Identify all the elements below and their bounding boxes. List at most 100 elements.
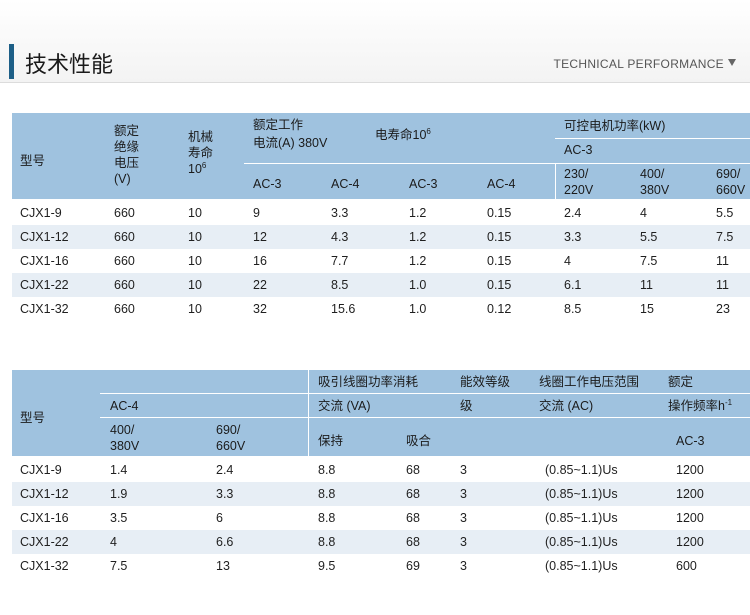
cell-insulation: 660	[114, 206, 135, 220]
triangle-down-icon	[728, 59, 736, 66]
cell-life-ac4: 0.15	[487, 278, 512, 292]
cell-p400: 5.5	[640, 230, 658, 244]
header-life-ac4: AC-4	[487, 177, 516, 191]
cell-model: CJX1-22	[20, 535, 69, 549]
header-efficiency: 能效等级	[460, 375, 511, 389]
cell-model: CJX1-12	[20, 487, 69, 501]
cell-p230: 2.4	[564, 206, 582, 220]
header-frequency-1: 额定	[668, 375, 694, 389]
cell-insulation: 660	[114, 278, 135, 292]
cell-frequency: 1200	[676, 463, 704, 477]
cell-coil-voltage: (0.85~1.1)Us	[545, 487, 618, 501]
cell-p400: 7.5	[110, 559, 128, 573]
spec-table-1: 型号 额定 绝缘 电压 (V) 机械 寿命 106 额定工作 电流(A) 380…	[12, 113, 750, 323]
cell-frequency: 1200	[676, 487, 704, 501]
header-model: 型号	[20, 411, 46, 425]
cell-mech-life: 10	[188, 302, 202, 316]
header-insulation-2: 绝缘	[114, 140, 140, 154]
table-row: CJX1-22 4 6.6 8.8 68 3 (0.85~1.1)Us 1200	[12, 530, 750, 554]
table-row: CJX1-16 660 10 16 7.7 1.2 0.15 4 7.5 11	[12, 249, 750, 273]
header-model: 型号	[20, 154, 46, 168]
spec-table-2: 型号 AC-4 400/ 380V 690/ 660V 吸引线圈功率消耗 交流 …	[12, 370, 750, 580]
cell-model: CJX1-12	[20, 230, 69, 244]
cell-cur-ac3: 22	[253, 278, 267, 292]
header-pull: 吸合	[406, 434, 432, 448]
cell-p400: 1.4	[110, 463, 128, 477]
cell-p690: 2.4	[216, 463, 234, 477]
table-row: CJX1-22 660 10 22 8.5 1.0 0.15 6.1 11 11	[12, 273, 750, 297]
cell-mech-life: 10	[188, 254, 202, 268]
cell-cur-ac3: 9	[253, 206, 260, 220]
cell-p400: 4	[110, 535, 117, 549]
header-p690-1: 690/	[216, 423, 241, 437]
cell-pull: 68	[406, 511, 420, 525]
section-subtitle: TECHNICAL PERFORMANCE	[553, 57, 724, 71]
cell-p400: 7.5	[640, 254, 658, 268]
cell-model: CJX1-9	[20, 206, 62, 220]
cell-p690: 11	[716, 278, 729, 292]
table-row: CJX1-32 660 10 32 15.6 1.0 0.12 8.5 15 2…	[12, 297, 750, 321]
cell-p230: 4	[564, 254, 571, 268]
cell-p400: 15	[640, 302, 654, 316]
cell-hold: 8.8	[318, 535, 336, 549]
cell-hold: 9.5	[318, 559, 336, 573]
header-insulation-1: 额定	[114, 124, 140, 138]
cell-pull: 69	[406, 559, 420, 573]
cell-life-ac4: 0.15	[487, 206, 512, 220]
table-row: CJX1-12 660 10 12 4.3 1.2 0.15 3.3 5.5 7…	[12, 225, 750, 249]
cell-model: CJX1-16	[20, 254, 69, 268]
table-row: CJX1-12 1.9 3.3 8.8 68 3 (0.85~1.1)Us 12…	[12, 482, 750, 506]
cell-life-ac4: 0.12	[487, 302, 512, 316]
header-frequency-2: 操作频率h-1	[668, 397, 733, 413]
header-p230-2: 220V	[564, 183, 594, 197]
header-rated-current-1: 额定工作	[253, 118, 304, 132]
header-efficiency-sub: 级	[460, 399, 473, 413]
cell-efficiency: 3	[460, 487, 467, 501]
cell-coil-voltage: (0.85~1.1)Us	[545, 463, 618, 477]
cell-mech-life: 10	[188, 278, 202, 292]
section-header: 技术性能 TECHNICAL PERFORMANCE	[0, 0, 750, 83]
table-row: CJX1-9 1.4 2.4 8.8 68 3 (0.85~1.1)Us 120…	[12, 458, 750, 482]
cell-p690: 13	[216, 559, 230, 573]
header-ac4: AC-4	[110, 399, 139, 413]
section-title: 技术性能	[25, 53, 114, 78]
cell-cur-ac4: 7.7	[331, 254, 349, 268]
header-p230-1: 230/	[564, 167, 589, 181]
cell-p690: 6	[216, 511, 223, 525]
header-p690-2: 660V	[216, 439, 246, 453]
header-p400-2: 380V	[110, 439, 140, 453]
header-mech-life-2: 寿命	[188, 146, 214, 160]
header-p400-1: 400/	[110, 423, 135, 437]
header-motor-power-sub: AC-3	[564, 143, 593, 157]
cell-p230: 8.5	[564, 302, 582, 316]
header-p400-1: 400/	[640, 167, 665, 181]
header-elec-life: 电寿命106	[375, 126, 431, 142]
cell-cur-ac4: 4.3	[331, 230, 349, 244]
cell-life-ac3: 1.2	[409, 206, 427, 220]
header-mech-life-1: 机械	[188, 130, 214, 144]
cell-p690: 5.5	[716, 206, 734, 220]
cell-cur-ac3: 12	[253, 230, 267, 244]
cell-p690: 7.5	[716, 230, 734, 244]
cell-efficiency: 3	[460, 559, 467, 573]
cell-cur-ac4: 3.3	[331, 206, 349, 220]
cell-p230: 6.1	[564, 278, 582, 292]
cell-efficiency: 3	[460, 511, 467, 525]
header-motor-power: 可控电机功率(kW)	[564, 119, 666, 133]
cell-cur-ac3: 32	[253, 302, 267, 316]
cell-model: CJX1-9	[20, 463, 62, 477]
cell-coil-voltage: (0.85~1.1)Us	[545, 511, 618, 525]
cell-efficiency: 3	[460, 463, 467, 477]
cell-hold: 8.8	[318, 487, 336, 501]
cell-p400: 3.5	[110, 511, 128, 525]
header-p400-2: 380V	[640, 183, 670, 197]
header-freq-ac3: AC-3	[676, 434, 705, 448]
cell-efficiency: 3	[460, 535, 467, 549]
cell-hold: 8.8	[318, 463, 336, 477]
table-row: CJX1-16 3.5 6 8.8 68 3 (0.85~1.1)Us 1200	[12, 506, 750, 530]
header-coil-voltage-sub: 交流 (AC)	[539, 399, 594, 413]
header-p690-2: 660V	[716, 183, 746, 197]
cell-life-ac3: 1.2	[409, 230, 427, 244]
cell-cur-ac3: 16	[253, 254, 267, 268]
header-life-ac3: AC-3	[409, 177, 438, 191]
